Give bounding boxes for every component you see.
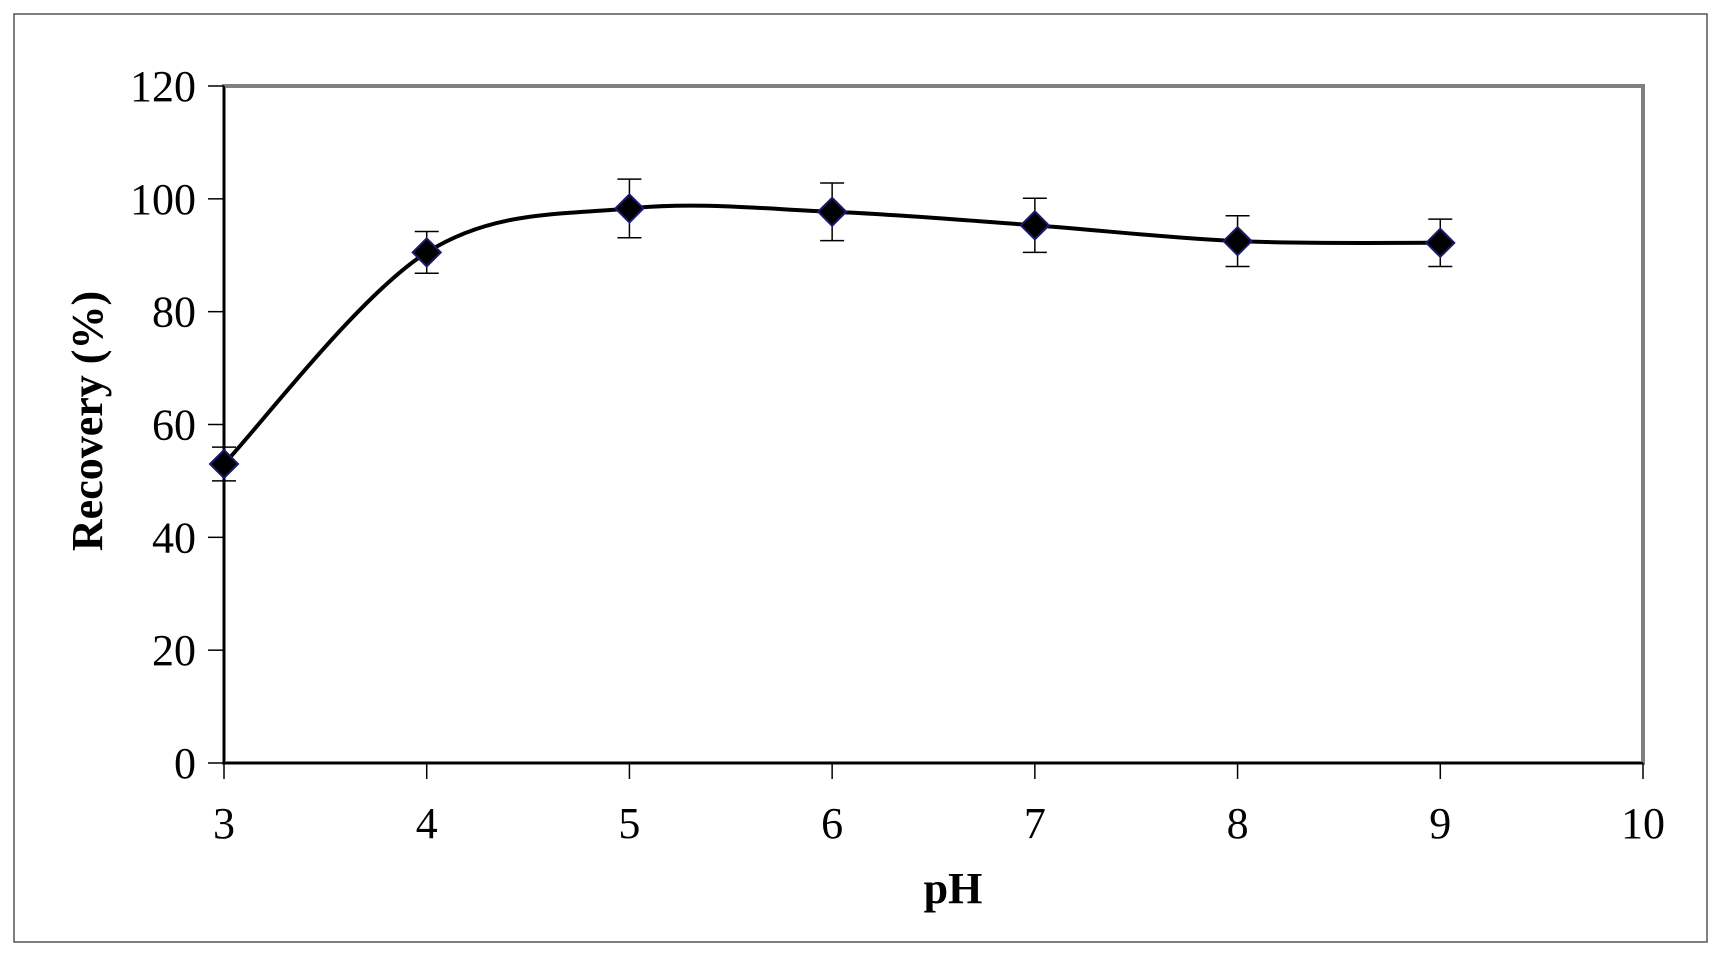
plot-area [222, 84, 1645, 765]
y-axis-title: Recovery (%) [63, 291, 112, 551]
y-tick-label: 100 [130, 175, 196, 224]
data-point-marker [411, 237, 443, 268]
y-tick-label: 40 [152, 513, 196, 562]
x-tick-label: 10 [1621, 799, 1665, 848]
x-tick-label: 5 [618, 799, 640, 848]
x-tick-label: 3 [213, 799, 235, 848]
x-tick-label: 6 [821, 799, 843, 848]
x-tick-label: 9 [1429, 799, 1451, 848]
x-axis-title: pH [924, 864, 983, 913]
y-tick-label: 60 [152, 401, 196, 450]
data-point-marker [1222, 225, 1253, 257]
y-tick-label: 120 [130, 62, 196, 111]
y-tick-label: 0 [174, 739, 196, 788]
data-point-marker [208, 448, 240, 480]
axes: 0 20 40 60 80 100 120 3 4 5 6 7 8 9 10 [130, 62, 1665, 848]
data-series [208, 178, 1456, 482]
data-point-marker [1424, 227, 1456, 259]
x-tick-label: 4 [416, 799, 438, 848]
x-tick-label: 8 [1227, 799, 1249, 848]
y-tick-label: 20 [152, 626, 196, 675]
data-point-marker [1019, 209, 1051, 241]
data-point-marker [816, 196, 848, 228]
x-tick-label: 7 [1024, 799, 1046, 848]
y-tick-label: 80 [152, 288, 196, 337]
data-point-marker [614, 193, 645, 224]
